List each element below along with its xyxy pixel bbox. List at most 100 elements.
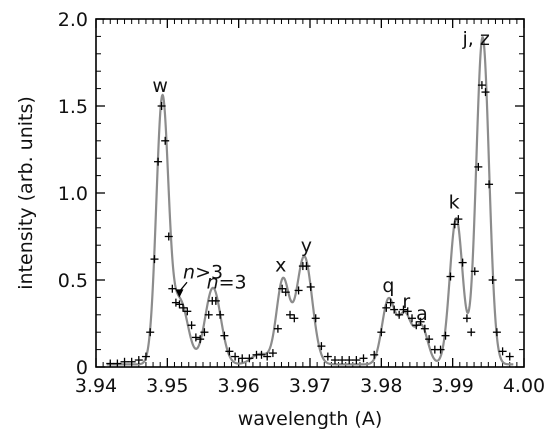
data-point-marker [395, 310, 404, 319]
data-point-marker [196, 335, 205, 344]
peak-label: n>3 [183, 261, 223, 283]
peak-label: w [152, 75, 168, 97]
y-tick-label: 1.0 [58, 183, 88, 205]
data-point-marker [127, 357, 136, 366]
data-point-marker [164, 232, 173, 241]
axis-tick-labels: 3.94 3.95 3.96 3.97 3.98 3.99 4.00 0 0.5 1.0 1.5 2.… [58, 9, 545, 397]
data-point-marker [306, 282, 315, 291]
data-point-marker [488, 276, 497, 284]
data-point-marker [370, 350, 379, 359]
data-point-marker [179, 303, 188, 312]
peak-label: q [382, 275, 394, 297]
x-tick-label: 3.98 [360, 375, 402, 397]
x-tick-label: 3.95 [146, 375, 188, 397]
peak-annotations: w n>3n=3 xy qra k j, z [152, 28, 489, 325]
data-point-marker [154, 157, 163, 166]
data-point-marker [408, 314, 417, 323]
data-point-marker [382, 303, 391, 312]
peak-label: r [402, 291, 410, 313]
data-point-marker [302, 262, 311, 271]
data-point-marker [281, 288, 290, 297]
data-point-marker [286, 310, 295, 319]
model-fit-line [106, 36, 514, 366]
peak-label: j, z [462, 28, 490, 50]
data-point-marker [120, 357, 129, 366]
data-point-marker [403, 307, 412, 316]
data-point-marker [441, 331, 450, 340]
plot-frame-group [95, 18, 525, 368]
data-point-marker [183, 307, 192, 316]
data-point-marker [106, 359, 115, 368]
data-point-marker [220, 331, 229, 340]
data-point-marker [171, 298, 180, 307]
data-point-marker [345, 356, 354, 365]
y-tick-label: 2.0 [58, 9, 88, 31]
data-point-marker [386, 298, 395, 307]
data-point-marker [211, 296, 220, 305]
data-point-marker [311, 314, 320, 323]
data-point-marker [352, 356, 361, 365]
data-point-marker [273, 324, 282, 333]
data-point-marker [317, 342, 326, 351]
x-tick-label: 4.00 [503, 375, 545, 397]
x-tick-label: 3.96 [218, 375, 260, 397]
data-point-marker [263, 352, 272, 361]
data-point-marker [200, 328, 209, 337]
data-point-marker [458, 258, 467, 267]
data-point-marker [412, 321, 421, 330]
data-point-marker [134, 356, 143, 365]
data-point-marker [492, 328, 501, 337]
data-point-marker [467, 328, 476, 337]
data-point-marker [498, 347, 507, 356]
data-point-marker [268, 349, 277, 358]
data-point-marker [481, 88, 490, 97]
data-point-marker [330, 356, 339, 365]
data-point-marker [113, 359, 122, 368]
data-point-marker [231, 352, 240, 361]
data-point-marker [446, 272, 455, 281]
y-tick-label: 0.5 [58, 270, 88, 292]
data-point-marker [141, 352, 150, 361]
data-point-marker [425, 335, 434, 344]
peak-label: n=3 [207, 272, 247, 294]
data-point-marker [216, 310, 225, 319]
data-point-marker [278, 284, 287, 293]
x-tick-label: 3.99 [432, 375, 474, 397]
annotation-arrowhead [175, 289, 184, 298]
y-axis-title: intensity (arb. units) [15, 96, 37, 290]
peak-label: x [275, 254, 286, 276]
data-point-marker [191, 333, 200, 342]
peak-label: a [416, 303, 428, 325]
data-point-marker [436, 345, 445, 354]
data-point-marker [294, 286, 303, 295]
data-point-marker [390, 305, 399, 314]
data-point-marker [505, 352, 514, 361]
data-point-marker [225, 347, 234, 356]
data-point-marker [175, 300, 184, 309]
data-point-marker [146, 328, 155, 337]
x-axis-title: wavelength (A) [238, 408, 383, 430]
data-point-marker [290, 314, 299, 323]
plot-frame [95, 18, 525, 368]
data-point-marker [161, 136, 170, 145]
data-point-marker [485, 180, 494, 189]
data-point-marker [238, 354, 247, 363]
data-point-marker [204, 310, 213, 319]
data-point-marker [377, 328, 386, 337]
y-tick-label: 0 [76, 357, 88, 379]
data-point-marker [462, 314, 471, 323]
data-point-marker [359, 354, 368, 363]
y-tick-label: 1.5 [58, 96, 88, 118]
x-tick-label: 3.97 [289, 375, 331, 397]
series-layer [106, 36, 514, 368]
peak-label: k [449, 192, 460, 214]
data-point-marker [323, 352, 332, 361]
data-point-marker [157, 102, 166, 110]
data-point-marker [477, 81, 486, 90]
data-point-marker [257, 350, 266, 359]
axis-ticks [95, 18, 525, 368]
data-point-marker [338, 356, 347, 365]
peak-label: y [301, 235, 312, 257]
data-point-marker [474, 162, 483, 171]
